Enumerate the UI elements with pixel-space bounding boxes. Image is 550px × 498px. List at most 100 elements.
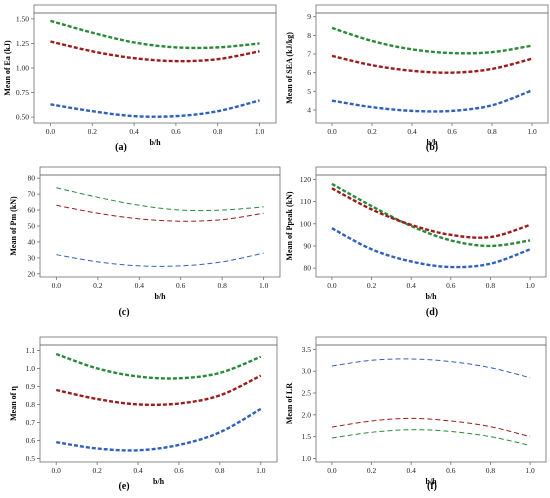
y-tick-label: 6 — [307, 68, 311, 77]
x-axis-label: b/h — [153, 477, 165, 486]
y-tick-label: 9 — [307, 12, 311, 21]
chart-panel-4: 0.0 0.2 0.4 0.6 0.8 1.0 80 90 100 110 120 b/h Mean o… — [285, 166, 547, 318]
x-tick-label: 0.4 — [129, 127, 139, 136]
panel-header-strip — [39, 336, 278, 346]
x-tick-label: 0.4 — [407, 127, 417, 136]
series-line-2 — [56, 204, 264, 222]
chart-panel-5: 0.0 0.2 0.4 0.6 0.8 1.0 0.5 0.6 0.7 0.8 0.9 1.0 1.1 b… — [9, 336, 278, 492]
series-line-2 — [331, 187, 531, 239]
y-tick-label: 90 — [304, 241, 312, 250]
y-tick-label: 3.5 — [302, 345, 312, 354]
x-tick-label: 0.6 — [447, 127, 457, 136]
x-tick-label: 0.8 — [217, 281, 227, 290]
series-line-3 — [331, 429, 531, 446]
y-tick-label: 1.5 — [302, 432, 312, 441]
x-tick-label: 1.0 — [525, 466, 535, 475]
y-tick-label: 2.5 — [302, 389, 312, 398]
y-tick-label: 1.00 — [16, 64, 29, 73]
panel-label: (a) — [115, 142, 127, 153]
x-axis-label: b/h — [425, 292, 437, 301]
x-tick-label: 0.0 — [327, 466, 337, 475]
series-line-3 — [50, 99, 260, 118]
series-line-1 — [56, 187, 264, 212]
x-tick-label: 0.6 — [446, 281, 456, 290]
x-tick-label: 0.2 — [92, 466, 102, 475]
y-tick-label: 60 — [28, 206, 36, 215]
y-tick-label: 40 — [28, 237, 36, 246]
x-tick-label: 1.0 — [525, 281, 535, 290]
x-tick-label: 0.8 — [486, 281, 496, 290]
series-line-1 — [331, 182, 531, 248]
x-axis-label: b/h — [154, 292, 166, 301]
series-line-2 — [331, 417, 531, 438]
series-line-3 — [331, 227, 531, 269]
x-tick-label: 0.8 — [215, 466, 225, 475]
panel-label: (d) — [426, 307, 438, 318]
panel-header-strip — [39, 166, 281, 176]
panel-header-strip — [315, 166, 547, 176]
x-axis-label: b/h — [426, 138, 438, 147]
series-line-3 — [56, 252, 264, 267]
plot-frame — [39, 344, 278, 463]
y-tick-label: 0.8 — [26, 400, 36, 409]
y-tick-label: 1.50 — [16, 14, 29, 23]
x-tick-label: 0.0 — [46, 127, 56, 136]
y-tick-label: 8 — [307, 31, 311, 40]
x-tick-label: 0.8 — [213, 127, 223, 136]
y-axis-label: Mean of SEA (kJ/kg) — [285, 32, 294, 104]
x-tick-label: 0.4 — [133, 466, 143, 475]
y-axis-label: Mean of Ppeak (kN) — [285, 191, 294, 260]
y-tick-label: 110 — [300, 197, 311, 206]
y-tick-label: 0.9 — [26, 382, 36, 391]
y-axis-label: Mean of η — [9, 386, 18, 421]
y-tick-label: 0.5 — [26, 454, 36, 463]
x-tick-label: 0.6 — [174, 466, 184, 475]
x-axis-label: b/h — [425, 477, 437, 486]
x-tick-label: 0.0 — [52, 281, 62, 290]
x-tick-label: 0.6 — [446, 466, 456, 475]
x-tick-label: 1.0 — [256, 466, 266, 475]
x-tick-label: 0.6 — [176, 281, 186, 290]
panel-label: (b) — [426, 142, 438, 153]
y-tick-label: 3.0 — [302, 367, 312, 376]
y-tick-label: 20 — [28, 269, 36, 278]
panel-label: (e) — [118, 481, 129, 492]
series-line-2 — [331, 54, 533, 74]
plot-frame — [315, 174, 547, 278]
y-tick-label: 2.0 — [302, 410, 312, 419]
plot-frame — [315, 12, 549, 124]
y-tick-label: 100 — [300, 219, 312, 228]
series-line-1 — [331, 358, 531, 379]
x-tick-label: 0.2 — [93, 281, 103, 290]
y-tick-label: 80 — [304, 264, 312, 273]
y-tick-label: 4 — [307, 105, 311, 114]
x-tick-label: 0.0 — [327, 281, 337, 290]
panel-label: (c) — [118, 307, 129, 318]
y-tick-label: 1.0 — [302, 454, 312, 463]
y-axis-label: Mean of LR — [285, 383, 294, 425]
y-tick-label: 1.25 — [16, 39, 29, 48]
x-tick-label: 1.0 — [255, 127, 265, 136]
series-line-2 — [55, 374, 262, 407]
x-tick-label: 0.4 — [406, 466, 416, 475]
y-tick-label: 30 — [28, 253, 36, 262]
x-tick-label: 1.0 — [527, 127, 537, 136]
plot-frame — [39, 174, 281, 278]
y-tick-label: 1.1 — [26, 346, 36, 355]
x-tick-label: 0.8 — [487, 127, 497, 136]
y-tick-label: 70 — [28, 190, 36, 199]
chart-panel-6: 0.0 0.2 0.4 0.6 0.8 1.0 1.0 1.5 2.0 2.5 3.0 3.5 b/h M… — [285, 336, 547, 492]
x-tick-label: 0.0 — [327, 127, 337, 136]
chart-panel-1: 0.0 0.2 0.4 0.6 0.8 1.0 0.50 0.75 1.00 1.25 1.50 b/… — [3, 4, 277, 153]
x-tick-label: 0.2 — [367, 127, 377, 136]
chart-panel-3: 0.0 0.2 0.4 0.6 0.8 1.0 20 30 40 50 60 70 80 b/h Mean … — [9, 166, 281, 318]
panel-header-strip — [33, 4, 277, 14]
plot-frame — [33, 12, 277, 124]
y-tick-label: 1.0 — [26, 364, 36, 373]
y-axis-label: Mean of Pm (kN) — [9, 196, 18, 256]
series-line-1 — [50, 19, 260, 50]
x-tick-label: 0.2 — [367, 466, 377, 475]
series-line-1 — [55, 352, 262, 380]
y-tick-label: 0.6 — [26, 436, 36, 445]
